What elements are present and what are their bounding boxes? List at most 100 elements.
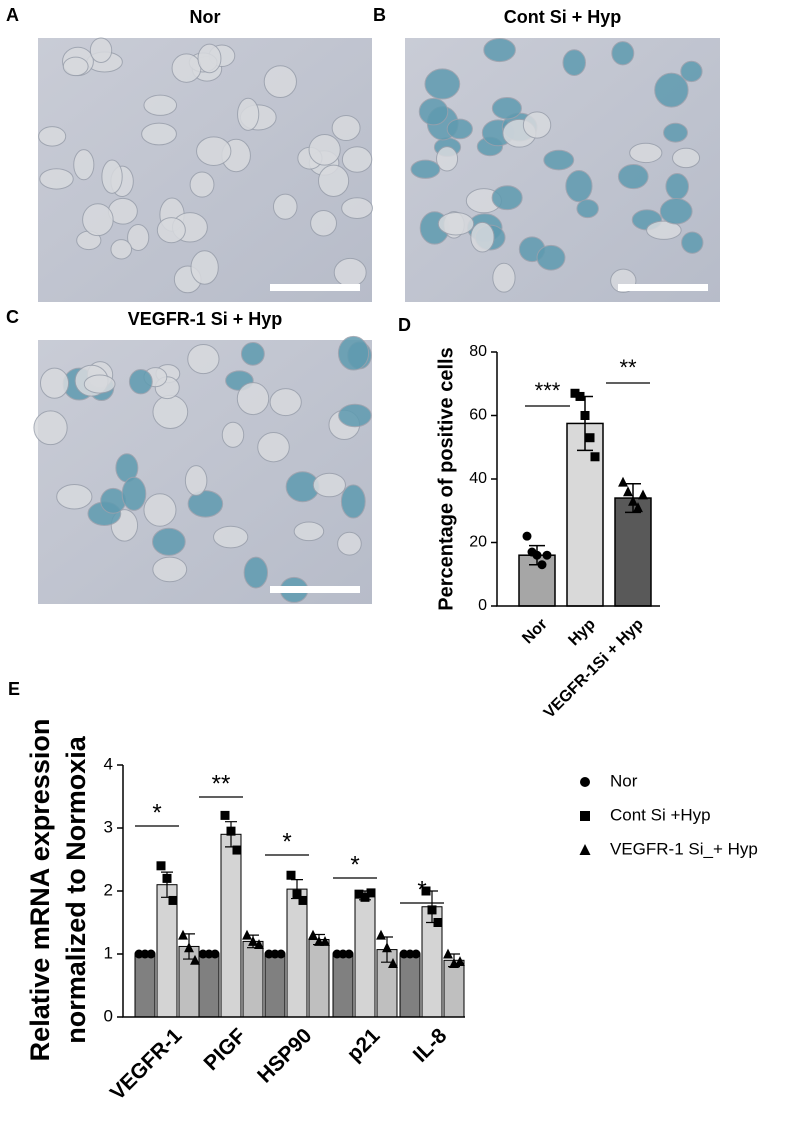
legend-marker [579,844,591,855]
y-tick-label: 3 [104,817,113,836]
cell [189,171,215,198]
cell [543,149,575,171]
scale-bar [270,284,360,291]
cell [680,60,703,83]
significance-label: * [152,799,161,826]
cell [190,250,219,285]
cell [272,193,298,220]
cell [312,472,346,498]
cell [446,118,473,140]
y-axis-label: Relative mRNA expression [25,719,55,1062]
cell [562,49,586,76]
cell [293,521,325,542]
cell [522,111,552,139]
data-point [298,895,308,905]
data-point [585,433,595,443]
data-point [276,949,286,959]
cell [110,239,133,260]
panel-title: Cont Si + Hyp [504,7,622,27]
cell [62,56,89,77]
data-point [575,391,585,401]
bar [399,953,421,1018]
data-point [388,958,398,968]
x-tick-label: IL-8 [409,1024,452,1067]
significance-label: ** [619,355,637,380]
panel-letter: C [6,307,19,327]
data-point [638,489,648,500]
cell [470,221,495,253]
data-point [532,550,542,560]
data-point [411,949,421,959]
y-tick-label: 4 [104,754,113,773]
data-point [308,929,318,940]
cell [308,133,341,166]
cell [236,382,270,416]
bar [614,497,652,607]
cell [196,136,232,166]
cell [333,257,367,288]
cell [121,476,147,511]
data-point [162,873,172,883]
cell [143,493,177,527]
data-point [443,948,453,959]
data-point [360,892,370,902]
cell [576,199,599,219]
axes [122,765,465,1018]
x-tick-label: Hyp [565,616,599,650]
panel-letter: D [398,315,411,335]
panel-letter: A [6,5,19,25]
cell [152,527,186,556]
cell [659,198,693,225]
legend-label: Cont Si +Hyp [610,805,711,824]
bar [242,940,264,1018]
y-tick-label: 40 [469,470,487,487]
cell [337,531,362,556]
cell [56,483,93,510]
cell [617,163,649,190]
data-point [344,949,354,959]
significance-label: * [417,876,426,903]
cell [184,465,208,496]
data-point [242,929,252,940]
cell [39,168,74,190]
significance-label: * [350,851,359,878]
data-point [190,954,200,965]
data-point [366,888,376,898]
cell [483,37,516,63]
cell [171,53,202,83]
data-point [537,560,547,570]
data-point [455,956,465,967]
legend-marker [580,811,590,821]
cell [491,97,522,120]
cell [337,335,370,371]
cell [39,367,70,399]
cell [437,212,475,236]
cell [629,142,663,164]
panel-title: VEGFR-1 Si + Hyp [128,309,283,329]
y-tick-label: 0 [478,597,487,614]
bar [134,953,156,1018]
cell [152,394,189,430]
cell [101,159,123,194]
cell [38,126,67,147]
y-tick-label: 20 [469,534,487,551]
data-point [382,942,392,953]
cell [654,72,689,108]
bar [354,894,376,1018]
cell [424,68,461,100]
panel-letter: E [8,679,20,699]
cell [240,341,265,366]
cell [310,210,338,237]
cell [197,43,222,74]
bar [308,939,330,1018]
cell [681,231,704,254]
significance-label: ** [212,770,231,797]
data-point [146,949,156,959]
y-axis-label: Percentage of positive cells [435,347,457,610]
bar [198,953,220,1018]
data-point [210,949,220,959]
data-point [623,486,633,497]
cell [436,146,459,172]
bar [286,888,308,1018]
